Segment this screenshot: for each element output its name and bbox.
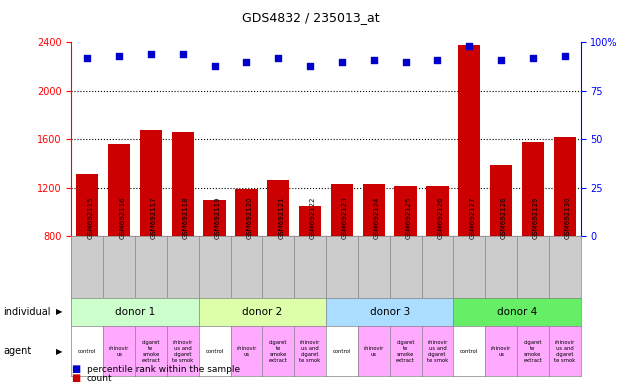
Bar xyxy=(140,129,162,236)
Text: GSM692121: GSM692121 xyxy=(278,197,284,239)
Text: GSM692120: GSM692120 xyxy=(247,197,253,239)
Bar xyxy=(267,180,289,236)
Text: cigaret
te
smoke
extract: cigaret te smoke extract xyxy=(396,340,415,362)
Text: GSM692118: GSM692118 xyxy=(183,197,189,239)
Text: agent: agent xyxy=(3,346,31,356)
Text: GSM692123: GSM692123 xyxy=(342,197,348,239)
Bar xyxy=(108,144,130,236)
Point xyxy=(210,63,220,69)
Text: percentile rank within the sample: percentile rank within the sample xyxy=(87,365,240,374)
Point xyxy=(305,63,315,69)
Bar xyxy=(235,189,258,236)
Text: GSM692126: GSM692126 xyxy=(437,197,443,239)
Text: GSM692119: GSM692119 xyxy=(215,197,220,239)
Bar xyxy=(522,142,544,236)
Bar xyxy=(171,132,194,236)
Text: GDS4832 / 235013_at: GDS4832 / 235013_at xyxy=(242,12,379,25)
Bar xyxy=(553,137,576,236)
Text: cigaret
te
smoke
extract: cigaret te smoke extract xyxy=(524,340,542,362)
Bar xyxy=(363,184,385,236)
Text: GSM692130: GSM692130 xyxy=(564,197,571,239)
Text: GSM692116: GSM692116 xyxy=(119,197,125,239)
Point xyxy=(496,56,506,63)
Bar xyxy=(76,174,99,236)
Text: individual: individual xyxy=(3,307,50,317)
Text: rhinovir
us and
cigaret
te smok: rhinovir us and cigaret te smok xyxy=(427,340,448,362)
Point xyxy=(465,43,474,49)
Point xyxy=(337,59,347,65)
Text: donor 1: donor 1 xyxy=(115,307,155,317)
Text: cigaret
te
smoke
extract: cigaret te smoke extract xyxy=(142,340,160,362)
Text: control: control xyxy=(206,349,224,354)
Point xyxy=(114,53,124,59)
Text: rhinovir
us and
cigaret
te smok: rhinovir us and cigaret te smok xyxy=(299,340,320,362)
Bar xyxy=(299,206,321,236)
Bar xyxy=(458,45,481,236)
Point xyxy=(560,53,569,59)
Text: GSM692129: GSM692129 xyxy=(533,197,539,239)
Text: GSM692125: GSM692125 xyxy=(406,197,412,239)
Text: GSM692127: GSM692127 xyxy=(469,197,475,239)
Text: donor 3: donor 3 xyxy=(369,307,410,317)
Text: donor 2: donor 2 xyxy=(242,307,283,317)
Text: rhinovir
us: rhinovir us xyxy=(236,346,256,357)
Text: rhinovir
us: rhinovir us xyxy=(363,346,384,357)
Bar xyxy=(204,200,226,236)
Text: control: control xyxy=(78,349,96,354)
Point xyxy=(273,55,283,61)
Text: ▶: ▶ xyxy=(56,308,62,316)
Text: control: control xyxy=(333,349,351,354)
Point xyxy=(528,55,538,61)
Text: GSM692115: GSM692115 xyxy=(88,197,93,239)
Bar xyxy=(331,184,353,236)
Text: rhinovir
us and
cigaret
te smok: rhinovir us and cigaret te smok xyxy=(172,340,193,362)
Bar xyxy=(394,187,417,236)
Text: cigaret
te
smoke
extract: cigaret te smoke extract xyxy=(269,340,288,362)
Text: GSM692122: GSM692122 xyxy=(310,197,316,239)
Point xyxy=(369,56,379,63)
Point xyxy=(178,51,188,57)
Point xyxy=(432,56,442,63)
Point xyxy=(146,51,156,57)
Bar xyxy=(490,165,512,236)
Text: GSM692128: GSM692128 xyxy=(501,197,507,239)
Text: rhinovir
us and
cigaret
te smok: rhinovir us and cigaret te smok xyxy=(554,340,575,362)
Text: donor 4: donor 4 xyxy=(497,307,537,317)
Text: control: control xyxy=(460,349,478,354)
Point xyxy=(401,59,410,65)
Text: rhinovir
us: rhinovir us xyxy=(491,346,511,357)
Text: rhinovir
us: rhinovir us xyxy=(109,346,129,357)
Point xyxy=(242,59,252,65)
Text: ▶: ▶ xyxy=(56,347,62,356)
Text: GSM692117: GSM692117 xyxy=(151,197,157,239)
Bar xyxy=(426,186,448,236)
Text: GSM692124: GSM692124 xyxy=(374,197,380,239)
Text: count: count xyxy=(87,374,112,383)
Text: ■: ■ xyxy=(71,364,81,374)
Point xyxy=(83,55,93,61)
Text: ■: ■ xyxy=(71,373,81,383)
